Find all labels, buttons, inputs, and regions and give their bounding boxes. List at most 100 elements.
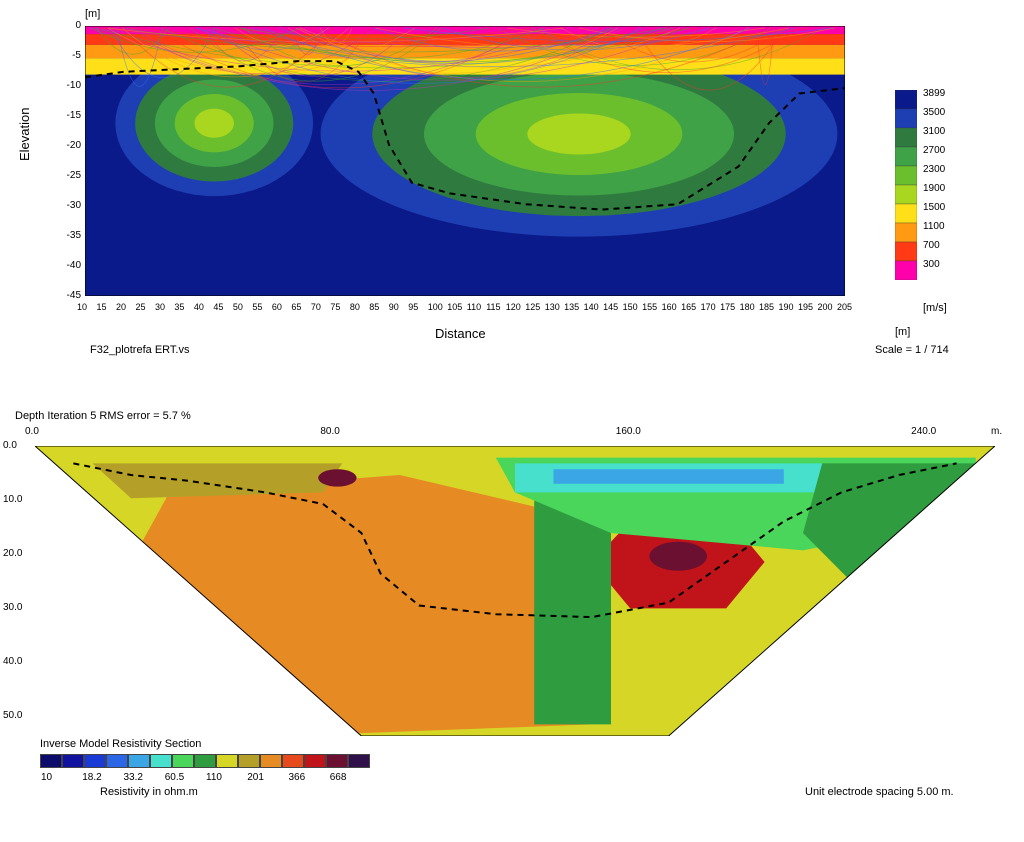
x-tick: 160 — [662, 302, 677, 312]
x-tick: 165 — [681, 302, 696, 312]
y-tick: -25 — [57, 170, 81, 181]
velocity-colorbar — [895, 90, 917, 280]
colorbar-tick: 700 — [923, 240, 940, 251]
y-unit: [m] — [85, 8, 100, 20]
x-tick: 175 — [720, 302, 735, 312]
y-tick: 10.0 — [3, 494, 22, 505]
legend-swatch — [150, 754, 172, 768]
legend-value: 668 — [330, 772, 347, 783]
x-tick: 60 — [272, 302, 282, 312]
x-tick: 75 — [330, 302, 340, 312]
x-tick: 105 — [447, 302, 462, 312]
legend-value: 110 — [206, 772, 222, 783]
x-tick: 185 — [759, 302, 774, 312]
section-subtitle: Inverse Model Resistivity Section — [40, 738, 201, 750]
x-tick: 90 — [389, 302, 399, 312]
y-tick: -10 — [57, 80, 81, 91]
colorbar-tick: 300 — [923, 259, 940, 270]
x-tick: 135 — [564, 302, 579, 312]
colorbar-tick: 3500 — [923, 107, 945, 118]
colorbar-tick: 3899 — [923, 88, 945, 99]
x-tick: 150 — [623, 302, 638, 312]
y-tick: 20.0 — [3, 548, 22, 559]
legend-swatch — [40, 754, 62, 768]
scale-label: Scale = 1 / 714 — [875, 344, 949, 356]
filename-label: F32_plotrefa ERT.vs — [90, 344, 189, 356]
legend-value: 366 — [289, 772, 306, 783]
x-unit: m. — [991, 426, 1002, 437]
y-tick: 30.0 — [3, 602, 22, 613]
x-tick: 200 — [818, 302, 833, 312]
x-tick: 140 — [584, 302, 599, 312]
x-tick: 0.0 — [25, 426, 39, 437]
ert-resistivity-panel: Depth Iteration 5 RMS error = 5.7 % 0.0 80… — [0, 410, 1024, 842]
x-tick: 100 — [428, 302, 443, 312]
x-tick: 240.0 — [911, 426, 936, 437]
x-tick: 195 — [798, 302, 813, 312]
y-tick: -45 — [57, 290, 81, 301]
legend-swatch — [348, 754, 370, 768]
legend-swatch — [128, 754, 150, 768]
y-tick: 0 — [57, 20, 81, 31]
colorbar-tick: 1100 — [923, 221, 945, 232]
y-tick: -5 — [57, 50, 81, 61]
x-tick: 30 — [155, 302, 165, 312]
x-tick: 70 — [311, 302, 321, 312]
x-tick: 35 — [174, 302, 184, 312]
y-tick: -40 — [57, 260, 81, 271]
x-tick: 45 — [213, 302, 223, 312]
legend-swatch — [282, 754, 304, 768]
y-tick: -35 — [57, 230, 81, 241]
y-axis-title: Elevation — [17, 108, 32, 161]
x-tick: 145 — [603, 302, 618, 312]
legend-swatch — [260, 754, 282, 768]
x-tick: 80.0 — [320, 426, 339, 437]
ert-section — [35, 446, 995, 736]
x-tick: 170 — [701, 302, 716, 312]
x-tick: 205 — [837, 302, 852, 312]
x-tick: 50 — [233, 302, 243, 312]
x-tick: 180 — [740, 302, 755, 312]
tomography-plot — [85, 26, 845, 296]
colorbar-tick: 2700 — [923, 145, 945, 156]
iteration-header: Depth Iteration 5 RMS error = 5.7 % — [15, 410, 191, 422]
electrode-spacing-note: Unit electrode spacing 5.00 m. — [805, 786, 954, 798]
resistivity-legend — [40, 754, 370, 773]
x-tick: 125 — [525, 302, 540, 312]
x-tick: 40 — [194, 302, 204, 312]
x-tick: 130 — [545, 302, 560, 312]
x-unit: [m] — [895, 326, 910, 338]
x-tick: 120 — [506, 302, 521, 312]
legend-swatch — [172, 754, 194, 768]
y-tick: -30 — [57, 200, 81, 211]
x-tick: 95 — [408, 302, 418, 312]
x-tick: 160.0 — [616, 426, 641, 437]
legend-swatch — [216, 754, 238, 768]
legend-value: 60.5 — [165, 772, 184, 783]
legend-swatch — [238, 754, 260, 768]
x-axis-title: Distance — [435, 326, 486, 341]
legend-swatch — [194, 754, 216, 768]
legend-value: 10 — [41, 772, 52, 783]
colorbar-tick: 1900 — [923, 183, 945, 194]
colorbar-tick: 1500 — [923, 202, 945, 213]
y-tick: 50.0 — [3, 710, 22, 721]
resistivity-title: Resistivity in ohm.m — [100, 786, 198, 798]
x-tick: 110 — [467, 302, 481, 312]
legend-swatch — [326, 754, 348, 768]
x-tick: 65 — [291, 302, 301, 312]
x-tick: 190 — [779, 302, 794, 312]
legend-swatch — [106, 754, 128, 768]
legend-swatch — [304, 754, 326, 768]
x-tick: 25 — [135, 302, 145, 312]
legend-value: 33.2 — [124, 772, 143, 783]
x-tick: 155 — [642, 302, 657, 312]
legend-swatch — [84, 754, 106, 768]
x-tick: 55 — [252, 302, 262, 312]
y-tick: -20 — [57, 140, 81, 151]
x-tick: 80 — [350, 302, 360, 312]
x-tick: 10 — [77, 302, 87, 312]
colorbar-tick: 3100 — [923, 126, 945, 137]
colorbar-unit: [m/s] — [923, 302, 947, 314]
y-tick: 40.0 — [3, 656, 22, 667]
